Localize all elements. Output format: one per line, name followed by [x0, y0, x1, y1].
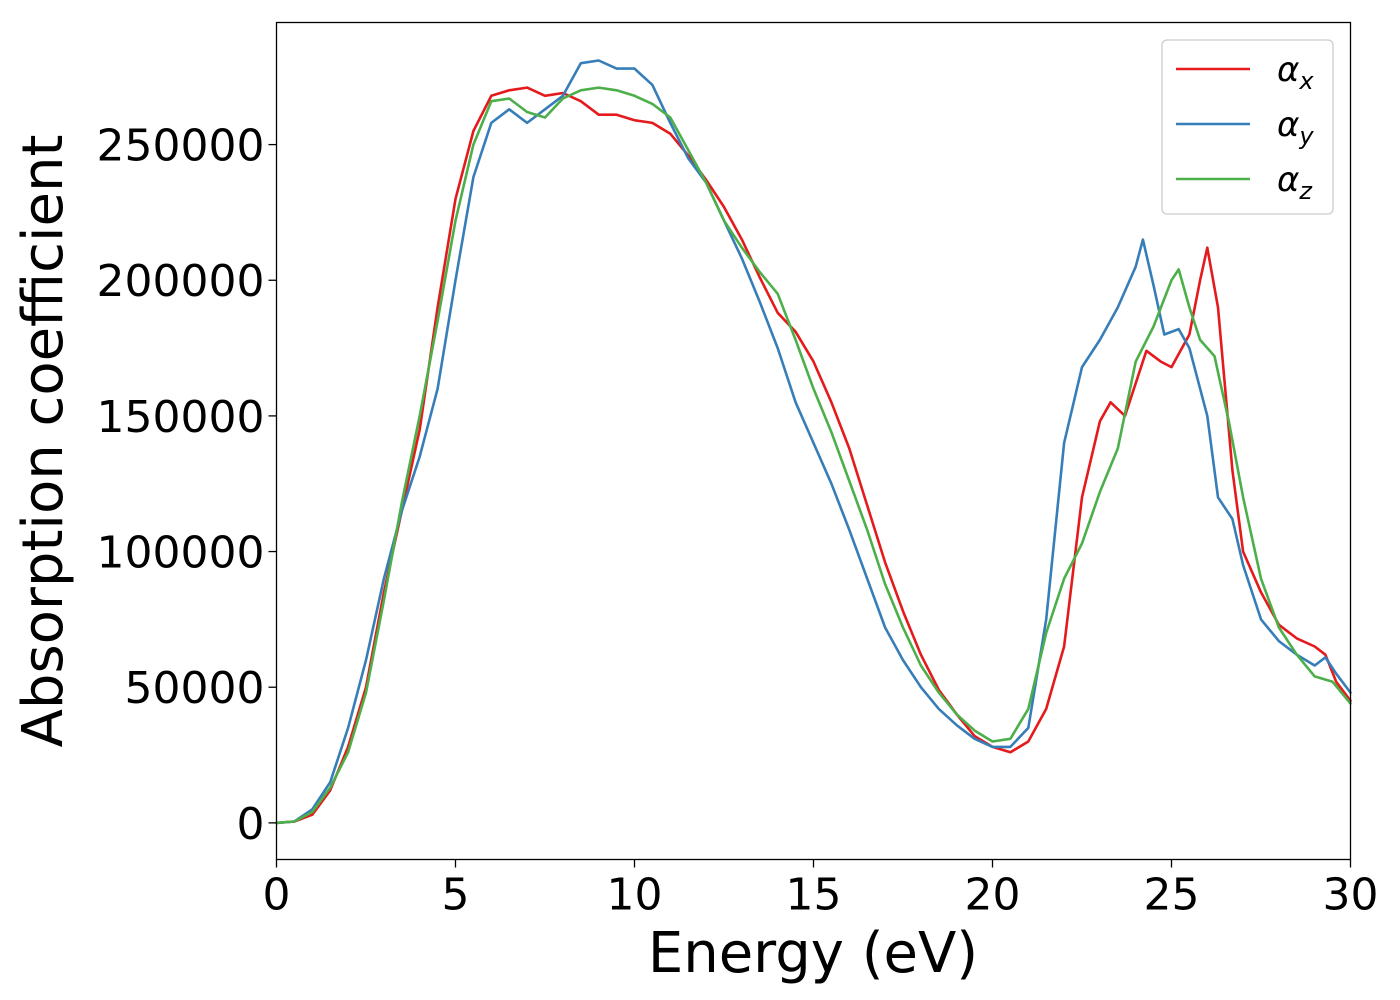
x-tick-label: 20 — [965, 870, 1021, 921]
x-tick-label: 10 — [607, 870, 663, 921]
legend-label-z: αz — [1277, 160, 1313, 205]
series-line-x — [275, 86, 1352, 825]
x-tick-label: 0 — [263, 870, 291, 921]
y-tick-label: 50000 — [125, 663, 265, 714]
y-tick-label: 100000 — [97, 528, 265, 579]
y-axis: 0 50000 100000 150000 200000 250000 — [97, 121, 277, 850]
y-tick-label: 0 — [237, 799, 265, 850]
y-tick-label: 250000 — [97, 121, 265, 172]
x-tick-label: 25 — [1144, 870, 1200, 921]
x-tick-label: 30 — [1323, 870, 1379, 921]
legend: αx αy αz — [1161, 39, 1334, 215]
legend-label-x: αx — [1277, 50, 1314, 95]
series-line-z — [275, 86, 1352, 825]
series-line-y — [275, 59, 1352, 825]
legend-box — [1161, 39, 1334, 215]
series-layer — [275, 59, 1352, 825]
y-axis-title: Absorption coefficient — [11, 135, 76, 748]
x-axis-title: Energy (eV) — [648, 921, 978, 986]
x-axis: 0 5 10 15 20 25 30 — [263, 859, 1379, 921]
y-tick-label: 150000 — [97, 392, 265, 443]
x-tick-label: 5 — [442, 870, 470, 921]
y-tick-label: 200000 — [97, 256, 265, 307]
x-tick-label: 15 — [786, 870, 842, 921]
legend-label-y: αy — [1277, 105, 1314, 150]
